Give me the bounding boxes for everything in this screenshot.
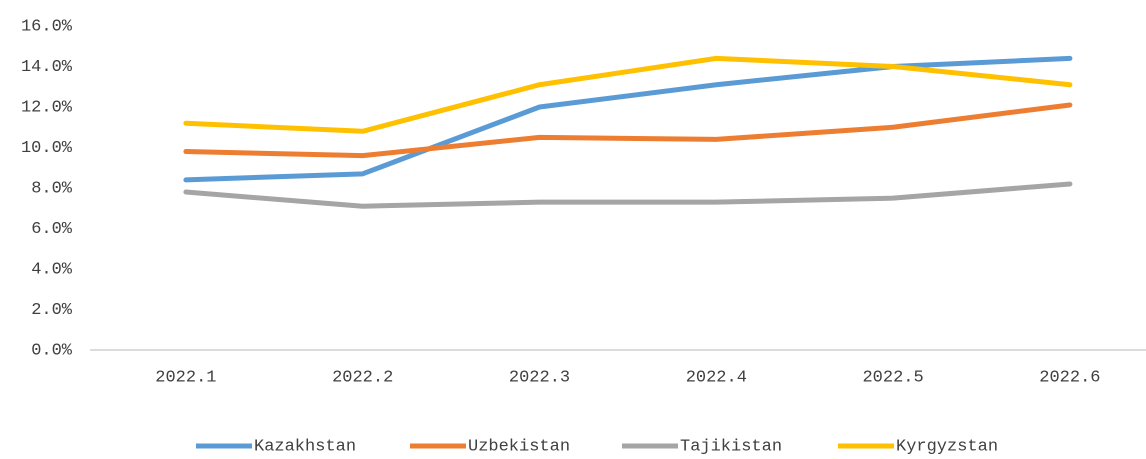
x-tick-label: 2022.5	[862, 368, 923, 387]
y-tick-label: 6.0%	[31, 220, 73, 239]
x-tick-label: 2022.1	[155, 368, 216, 387]
series-line	[183, 55, 1073, 183]
y-tick-label: 16.0%	[21, 17, 73, 36]
series-line	[183, 181, 1073, 209]
y-tick-label: 0.0%	[31, 341, 73, 360]
series-line	[183, 55, 1073, 134]
y-tick-label: 8.0%	[31, 179, 73, 198]
series-line	[183, 102, 1073, 159]
legend-label: Tajikistan	[680, 437, 782, 456]
y-tick-label: 4.0%	[31, 260, 73, 279]
x-tick-label: 2022.4	[686, 368, 747, 387]
legend-label: Uzbekistan	[468, 437, 570, 456]
x-tick-label: 2022.3	[509, 368, 570, 387]
legend-label: Kyrgyzstan	[896, 437, 998, 456]
x-tick-label: 2022.6	[1039, 368, 1100, 387]
x-tick-label: 2022.2	[332, 368, 393, 387]
y-tick-label: 14.0%	[21, 58, 73, 77]
y-tick-label: 2.0%	[31, 301, 73, 320]
y-tick-label: 10.0%	[21, 139, 73, 158]
y-tick-label: 12.0%	[21, 98, 73, 117]
legend-label: Kazakhstan	[254, 437, 356, 456]
